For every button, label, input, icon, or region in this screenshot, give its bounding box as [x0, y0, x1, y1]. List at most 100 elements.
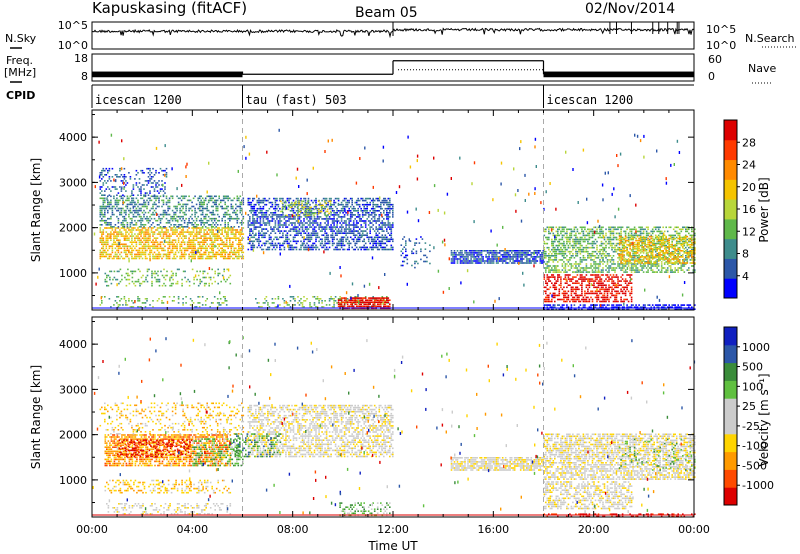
scatter-cell	[101, 207, 103, 210]
scatter-cell	[233, 211, 236, 214]
scatter-cell	[108, 247, 111, 250]
scatter-cell	[561, 250, 564, 253]
scatter-cell	[315, 246, 317, 249]
scatter-cell	[468, 250, 471, 252]
scatter-cell	[426, 260, 428, 263]
scatter-cell	[131, 197, 133, 200]
scatter-cell	[280, 210, 282, 213]
scatter-cell	[521, 250, 523, 252]
scatter-cell	[288, 238, 290, 241]
scatter-cell	[188, 233, 190, 235]
scatter-cell	[204, 257, 207, 260]
scatter-cell	[268, 214, 271, 216]
scatter-cell	[301, 200, 303, 203]
scatter-cell	[123, 298, 126, 300]
scatter-cell	[225, 304, 228, 306]
scatter-cell	[123, 176, 126, 178]
scatter-cell	[124, 276, 126, 279]
scatter-cell	[194, 243, 196, 246]
scatter-cell	[575, 253, 577, 255]
scatter-cell	[117, 203, 120, 206]
scatter-cell	[500, 254, 502, 256]
scatter-cell	[486, 260, 489, 262]
scatter-cell	[273, 207, 275, 210]
scatter-cell	[120, 233, 123, 235]
scatter-cell	[352, 222, 355, 224]
scatter-cell	[138, 300, 141, 302]
scatter-cell	[209, 278, 212, 281]
scatter-cell	[369, 242, 371, 245]
scatter-cell	[343, 301, 346, 303]
scatter-cell	[147, 172, 150, 174]
scatter-cell	[593, 263, 595, 265]
scatter-cell	[521, 252, 523, 254]
scatter-cell	[567, 265, 570, 267]
scatter-cell	[331, 236, 334, 239]
scatter-cell	[513, 262, 516, 264]
scatter-cell	[173, 217, 175, 220]
scatter-cell	[539, 262, 542, 264]
scatter-cell	[241, 247, 243, 250]
scatter-cell	[221, 249, 223, 252]
scatter-cell	[590, 246, 592, 249]
scatter-cell	[281, 208, 284, 211]
scatter-cell	[364, 230, 367, 232]
scatter-cell	[177, 203, 180, 206]
scatter-cell	[309, 224, 311, 226]
scatter-cell	[230, 227, 233, 229]
scatter-cell	[247, 197, 250, 200]
scatter-cell	[318, 216, 320, 218]
scatter-cell	[212, 226, 214, 228]
scatter-cell	[548, 236, 550, 239]
scatter-cell	[309, 304, 311, 306]
scatter-cell	[155, 278, 158, 281]
scatter-cell	[346, 224, 349, 226]
scatter-cell	[138, 247, 141, 250]
scatter-cell	[117, 249, 120, 252]
scatter-cell	[131, 201, 133, 204]
scatter-cell	[208, 282, 210, 285]
scatter-cell	[355, 216, 358, 218]
scatter-cell	[132, 209, 135, 212]
scatter-cell	[602, 248, 604, 251]
scatter-cell	[506, 262, 508, 264]
scatter-cell	[378, 224, 381, 226]
scatter-cell	[542, 250, 545, 252]
scatter-cell	[158, 251, 160, 254]
scatter-cell	[390, 224, 393, 226]
scatter-cell	[140, 217, 142, 220]
scatter-cell	[548, 230, 550, 233]
scatter-cell	[316, 207, 319, 210]
scatter-cell	[114, 188, 117, 190]
scatter-cell	[316, 214, 319, 216]
scatter-cell	[155, 197, 157, 200]
scatter-cell	[554, 253, 556, 255]
scatter-cell	[295, 230, 298, 232]
scatter-cell	[201, 205, 204, 208]
scatter-cell	[191, 217, 193, 220]
scatter-cell	[375, 205, 377, 208]
scatter-cell	[489, 252, 492, 254]
scatter-cell	[584, 250, 586, 253]
scatter-cell	[107, 195, 109, 198]
scatter-cell	[222, 235, 225, 237]
scatter-cell	[182, 270, 185, 273]
scatter-cell	[366, 232, 368, 234]
scatter-cell	[239, 241, 242, 243]
scatter-cell	[307, 214, 309, 217]
scatter-cell	[588, 232, 591, 235]
scatter-cell	[140, 203, 142, 206]
scatter-cell	[288, 244, 290, 247]
scatter-cell	[378, 210, 381, 212]
scatter-cell	[206, 195, 208, 198]
scatter-cell	[294, 228, 296, 230]
scatter-cell	[351, 214, 353, 216]
scatter-cell	[387, 224, 390, 226]
scatter-cell	[599, 271, 601, 273]
scatter-cell	[313, 199, 316, 202]
scatter-cell	[161, 199, 163, 202]
scatter-cell	[138, 213, 141, 216]
scatter-cell	[181, 284, 183, 287]
scatter-cell	[542, 260, 545, 262]
scatter-cell	[159, 231, 162, 233]
